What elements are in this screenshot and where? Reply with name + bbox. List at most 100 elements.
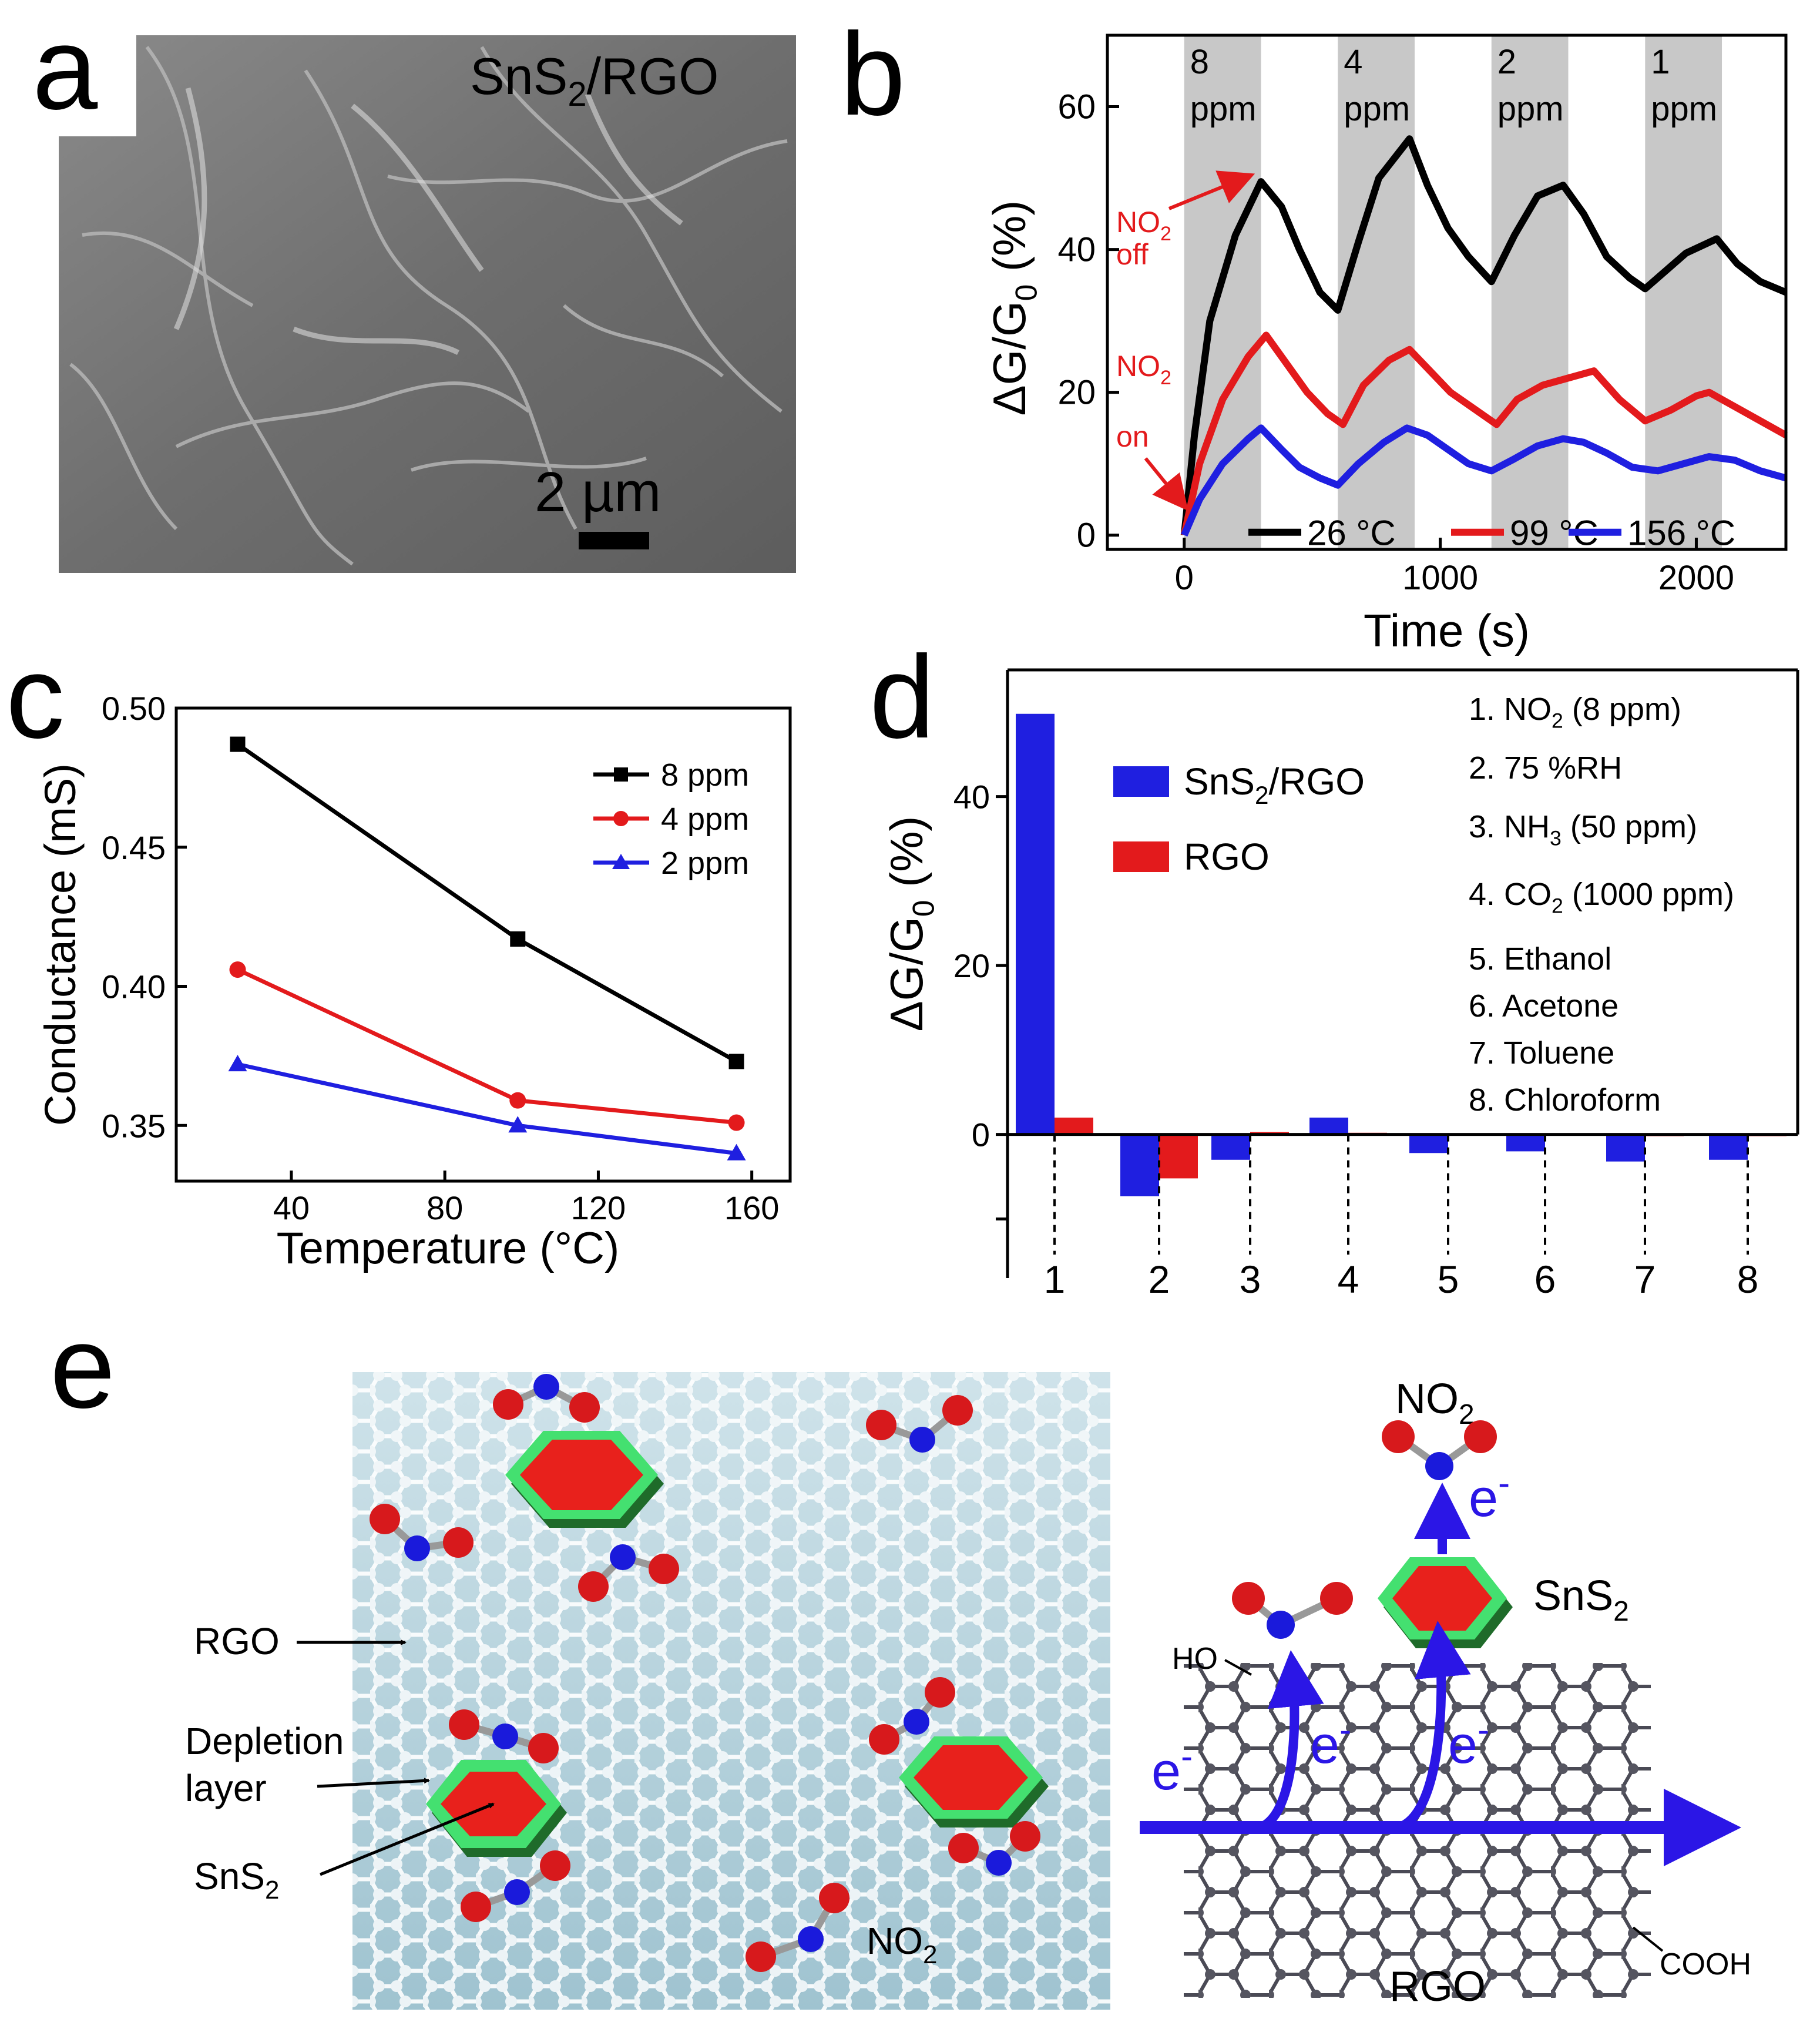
scale-bar-label: 2 µm xyxy=(535,461,661,524)
c-xlabel: Temperature (°C) xyxy=(277,1223,620,1273)
c-series-line-2 xyxy=(237,967,737,1125)
b-interval-value-1: 8 xyxy=(1190,43,1209,81)
sns2-particle-mech xyxy=(1378,1557,1513,1648)
d-bar-1-8 xyxy=(1709,1134,1748,1160)
no2-molecule xyxy=(370,1504,474,1561)
label-ho: HO xyxy=(1172,1642,1218,1676)
no2-molecule xyxy=(493,1374,600,1423)
c-ytick-label-0.40: 0.40 xyxy=(102,968,166,1005)
d-gas-item-4: 4. CO2 (1000 ppm) xyxy=(1469,877,1734,918)
b-series-line-3 xyxy=(1181,424,1787,537)
d-gas-item-7: 7. Toluene xyxy=(1469,1035,1614,1071)
d-bar-1-7 xyxy=(1606,1134,1645,1162)
b-interval-value-4: 1 xyxy=(1651,43,1670,81)
d-bar-2-2 xyxy=(1159,1134,1198,1179)
d-xtick-label-7: 7 xyxy=(1634,1258,1656,1301)
c-marker-3-3 xyxy=(727,1144,746,1161)
d-bar-1-1 xyxy=(1016,713,1055,1135)
d-xtick-label-8: 8 xyxy=(1737,1258,1759,1301)
electron-label-4: e- xyxy=(1469,1463,1510,1528)
panel-a: a SnS2/RGO 2 µm xyxy=(0,0,796,573)
b-annot-on-text: on xyxy=(1116,420,1149,453)
c-marker-2-2 xyxy=(509,1092,526,1109)
c-marker-3-1 xyxy=(228,1055,247,1072)
b-series xyxy=(1180,135,1788,537)
c-series xyxy=(228,736,746,1161)
b-shade-2 xyxy=(1338,35,1415,549)
label-rgo-bottom: RGO xyxy=(1389,1963,1486,2010)
electron-label-1: e- xyxy=(1151,1736,1193,1801)
c-marker-3-2 xyxy=(508,1116,528,1133)
arrow-depletion xyxy=(317,1778,430,1788)
b-interval-unit-3: ppm xyxy=(1497,90,1564,128)
no2-molecule-top xyxy=(1382,1420,1497,1480)
c-marker-2-3 xyxy=(728,1114,745,1131)
sns2-particle-top xyxy=(505,1431,664,1528)
c-ytick-label-0.35: 0.35 xyxy=(102,1107,166,1144)
d-bars xyxy=(1016,713,1787,1196)
c-ylabel: Conductance (mS) xyxy=(36,763,85,1126)
sem-material-label: SnS2/RGO xyxy=(470,47,719,113)
b-annot-off-no2: NO2 xyxy=(1116,206,1171,245)
d-ytick-label-20: 20 xyxy=(953,947,990,984)
d-gas-item-3: 3. NH3 (50 ppm) xyxy=(1469,809,1697,850)
b-annot-off-arrow xyxy=(1168,170,1255,210)
d-legend-swatch-1 xyxy=(1113,766,1169,797)
d-axes: 0 20 40 1 2 3 4 5 6 7 8 ΔG/G0 (%) xyxy=(881,668,1799,1301)
d-xtick-label-4: 4 xyxy=(1338,1258,1359,1301)
sns2-particle-right xyxy=(899,1736,1049,1827)
c-xtick-label-80: 80 xyxy=(427,1189,463,1226)
d-bar-1-5 xyxy=(1409,1134,1448,1153)
d-legend-swatch-2 xyxy=(1113,841,1169,872)
b-interval-value-2: 4 xyxy=(1344,43,1362,81)
electron-label-2: e- xyxy=(1310,1710,1351,1775)
mechanism-diagram: NO2 SnS2 HO COOH RGO e- e- e- e- xyxy=(1140,1376,1751,2010)
c-xtick-label-160: 160 xyxy=(724,1189,779,1226)
b-axes: 0 20 40 60 0 1000 2000 Time (s) ΔG/G0 (%) xyxy=(983,33,1788,656)
c-ytick-label-0.50: 0.50 xyxy=(102,690,166,727)
electron-arrow-to-sns2 xyxy=(1396,1621,1471,1832)
label-no2-top: NO2 xyxy=(1395,1376,1475,1430)
sem-image xyxy=(59,35,796,573)
d-bar-1-4 xyxy=(1309,1117,1348,1135)
arrow-sns2-left xyxy=(320,1802,495,1876)
b-legend-label-1: 26 °C xyxy=(1307,514,1396,553)
label-sns2-left: SnS2 xyxy=(194,1855,279,1904)
c-legend-marker-1 xyxy=(614,767,628,782)
c-legend: 8 ppm 4 ppm 2 ppm xyxy=(593,757,749,881)
b-series-line-2 xyxy=(1180,331,1788,536)
b-series-line-1 xyxy=(1180,135,1788,536)
no2-molecule-mid xyxy=(1232,1582,1353,1639)
d-bar-1-6 xyxy=(1506,1134,1545,1152)
panel-b-letter: b xyxy=(840,9,905,140)
no2-molecule xyxy=(578,1544,679,1602)
b-xtick-label-1000: 1000 xyxy=(1402,559,1478,597)
c-xtick-label-40: 40 xyxy=(273,1189,310,1226)
panel-d: d 0 20 40 1 2 3 4 5 6 7 8 ΔG/G0 (%) SnS2/RGO RGO 1. … xyxy=(869,632,1799,1301)
c-xtick-label-120: 120 xyxy=(571,1189,626,1226)
d-ylabel: ΔG/G0 (%) xyxy=(881,816,941,1032)
label-sns2-right: SnS2 xyxy=(1533,1572,1629,1627)
b-interval-unit-2: ppm xyxy=(1344,90,1410,128)
no2-molecule xyxy=(449,1709,559,1763)
d-ytick-label-40: 40 xyxy=(953,779,990,816)
d-bar-1-2 xyxy=(1120,1134,1159,1196)
d-xtick-label-3: 3 xyxy=(1240,1258,1261,1301)
electron-label-3: e- xyxy=(1448,1710,1489,1775)
d-bar-1-3 xyxy=(1211,1134,1250,1160)
no2-molecules xyxy=(370,1374,1040,1972)
d-xtick-label-2: 2 xyxy=(1149,1258,1170,1301)
d-gas-list: 1. NO2 (8 ppm) 2. 75 %RH 3. NH3 (50 ppm) 4.… xyxy=(1469,692,1734,1118)
c-plot-frame xyxy=(174,706,792,1183)
c-marker-1-1 xyxy=(230,736,246,752)
c-legend-marker-3 xyxy=(612,854,630,869)
panel-e-letter: e xyxy=(50,1302,115,1433)
c-legend-label-2: 4 ppm xyxy=(661,802,749,837)
d-gas-item-5: 5. Ethanol xyxy=(1469,941,1611,977)
panel-b: b 8 ppm 4 ppm 2 ppm 1 ppm 0 20 40 60 0 1000 2000 Time … xyxy=(840,9,1788,656)
d-legend: SnS2/RGO RGO xyxy=(1113,760,1365,878)
c-legend-label-3: 2 ppm xyxy=(661,846,749,881)
d-legend-label-2: RGO xyxy=(1184,836,1270,878)
no2-molecule xyxy=(746,1883,849,1972)
